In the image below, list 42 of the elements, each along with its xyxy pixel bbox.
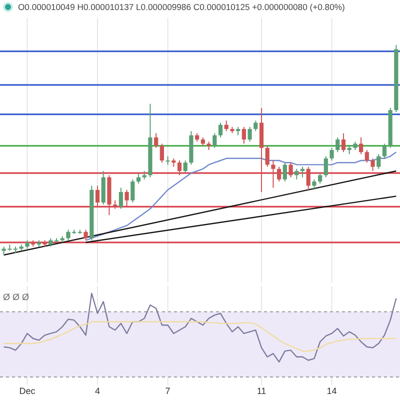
x-tick-label: 4 [95, 386, 100, 396]
candlestick [218, 122, 223, 138]
candlestick [118, 187, 123, 210]
x-tick-label: Dec [19, 386, 36, 396]
x-tick-label: 11 [256, 386, 266, 396]
candlestick [248, 126, 252, 142]
candlestick [318, 172, 322, 184]
candlestick [254, 120, 258, 132]
candlestick [84, 229, 88, 241]
candlestick [306, 166, 310, 190]
chart-title: O0.000010049 H0.000010137 L0.000009986 C0.000010125 +0.000000080 (+0.80%) [18, 2, 345, 12]
x-tick-label: 14 [326, 386, 337, 396]
x-tick-label: 7 [165, 386, 170, 396]
candlestick [95, 185, 100, 208]
candlestick [336, 136, 340, 153]
candlestick [130, 178, 135, 203]
candlestick [224, 120, 228, 132]
candlestick [324, 156, 328, 178]
candlestick [154, 132, 158, 148]
candlestick [271, 160, 276, 188]
candlestick [359, 136, 364, 155]
candlestick [341, 132, 346, 153]
candlestick [177, 160, 182, 176]
candlestick [265, 145, 270, 168]
candlestick [376, 154, 381, 170]
candlestick [330, 147, 334, 161]
candlestick [277, 166, 282, 182]
candlestick [212, 132, 217, 148]
candlestick [300, 166, 305, 178]
candlestick [124, 189, 129, 208]
candlestick [294, 168, 299, 180]
candlestick [160, 143, 164, 164]
candlestick [370, 158, 375, 172]
candlestick [183, 160, 188, 174]
candlestick [242, 126, 246, 144]
candlestick [136, 172, 141, 184]
candlestick [282, 162, 287, 182]
candlestick [288, 162, 293, 178]
candlestick [382, 143, 387, 159]
candlestick [364, 150, 369, 164]
annotation: Ø Ø Ø [3, 292, 30, 302]
candlestick [312, 178, 316, 190]
